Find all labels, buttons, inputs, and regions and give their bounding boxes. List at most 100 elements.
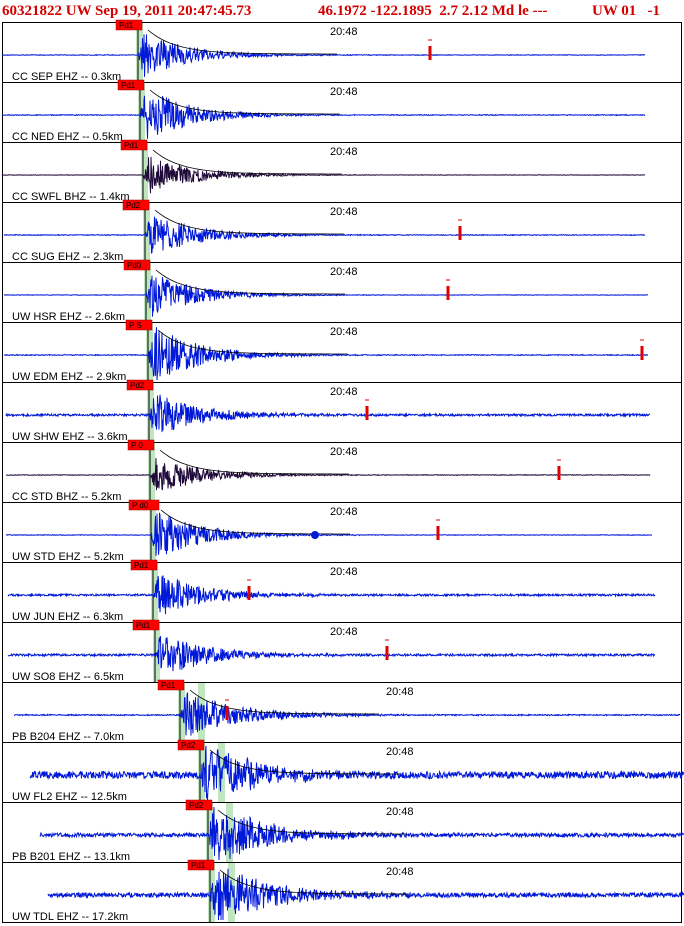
coda-decay-curve (209, 749, 399, 775)
pick-label: Pd2 (130, 381, 145, 390)
coda-end-marker (225, 706, 229, 720)
pick-label-box (126, 379, 154, 391)
pick-label-box (132, 619, 160, 631)
pick-label: Pd2 (181, 741, 196, 750)
pick-label-box (127, 439, 155, 451)
pick-label: Pd1 (124, 141, 139, 150)
pick-label-box (120, 139, 148, 151)
trace-dot (311, 531, 319, 539)
time-label: 20:48 (330, 326, 358, 338)
time-label: 20:48 (330, 566, 358, 578)
time-label: 20:48 (386, 686, 414, 698)
pick-label-box (128, 499, 160, 511)
coda-end-marker (458, 226, 462, 240)
pick-window-shade (141, 143, 148, 202)
waveform-trace (47, 868, 684, 921)
coda-end-marker (428, 46, 432, 60)
pick-window-shade (148, 443, 155, 502)
coda-end-marker (365, 406, 369, 420)
pick-label-box (123, 259, 151, 271)
waveform-trace (1, 34, 646, 77)
waveform-trace (29, 745, 684, 801)
station-label: UW TDL EHZ -- 17.2km (12, 911, 128, 923)
time-label: 20:48 (330, 86, 358, 98)
pick-label: Pd0 (127, 261, 142, 270)
pick-label: Pd2 (189, 801, 204, 810)
time-label: 20:48 (330, 26, 358, 38)
coda-decay-curve (217, 809, 407, 835)
station-label: UW EDM EHZ -- 2.9km (12, 371, 126, 383)
waveform-trace (13, 692, 681, 736)
pick-window-shade (206, 803, 213, 862)
pick-label: P S (129, 321, 142, 330)
coda-decay-curve (159, 449, 349, 475)
coda-end-marker (640, 346, 644, 360)
coda-end-marker (247, 586, 251, 600)
coda-decay-curve (147, 29, 337, 55)
waveform-trace (1, 156, 646, 194)
station-label: PB B201 EHZ -- 13.1km (12, 851, 130, 863)
pick-label-box (157, 679, 185, 691)
station-label: CC SWFL BHZ -- 1.4km (12, 191, 130, 203)
coda-end-marker (446, 286, 450, 300)
pick-label: Pd1 (121, 81, 136, 90)
pick-label: Pd2 (126, 201, 141, 210)
coda-decay-curve (155, 269, 345, 295)
time-label: 20:48 (330, 386, 358, 398)
waveform-trace (7, 636, 655, 672)
pick-window-shade (149, 503, 156, 562)
pick-label-box (125, 319, 153, 331)
coda-end-marker (385, 646, 389, 660)
station-label: UW SO8 EHZ -- 6.5km (12, 671, 124, 683)
pick-label-box (187, 859, 215, 871)
time-label: 20:48 (386, 866, 414, 878)
pick-window-shade (228, 863, 235, 922)
station-label: UW HSR EHZ -- 2.6km (12, 311, 125, 323)
coda-end-marker (436, 526, 440, 540)
pick-window-shade (151, 563, 158, 622)
coda-decay-curve (154, 209, 344, 235)
station-label: UW SHW EHZ -- 3.6km (12, 431, 128, 443)
time-label: 20:48 (330, 266, 358, 278)
event-network: UW 01 -1 (592, 3, 661, 19)
pick-label: Pd1 (134, 561, 149, 570)
station-label: UW STD EHZ -- 5.2km (12, 551, 124, 563)
waveform-trace (1, 95, 646, 139)
station-label: CC STD BHZ -- 5.2km (12, 491, 121, 503)
waveform-trace (39, 806, 684, 861)
station-label: UW FL2 EHZ -- 12.5km (12, 791, 127, 803)
time-label: 20:48 (330, 206, 358, 218)
time-label: 20:48 (386, 746, 414, 758)
waveform-trace (3, 327, 649, 381)
pick-label: P d0 (132, 501, 149, 510)
time-label: 20:48 (386, 806, 414, 818)
time-label: 20:48 (330, 146, 358, 158)
pick-window-shade (144, 263, 151, 322)
pick-label-box (185, 799, 213, 811)
pick-label-box (122, 199, 150, 211)
time-label: 20:48 (330, 446, 358, 458)
pick-label: Pd1 (119, 21, 134, 30)
pick-label: Pd1 (191, 861, 206, 870)
station-label: PB B204 EHZ -- 7.0km (12, 731, 124, 743)
pick-label: P 0 (131, 441, 143, 450)
pick-label: Pd1 (161, 681, 176, 690)
pick-label-box (117, 79, 145, 91)
waveform-trace (5, 458, 651, 491)
station-label: CC NED EHZ -- 0.5km (12, 131, 123, 143)
waveform-trace (7, 575, 656, 615)
pick-window-shade (136, 23, 143, 82)
station-label: CC SEP EHZ -- 0.3km (12, 71, 121, 83)
pick-label-box (115, 19, 143, 31)
trace-frame (2, 862, 682, 923)
coda-decay-curve (157, 329, 347, 355)
station-label: UW JUN EHZ -- 6.3km (12, 611, 123, 623)
pick-label-box (130, 559, 158, 571)
time-label: 20:48 (330, 626, 358, 638)
coda-decay-curve (160, 509, 350, 535)
event-location-magnitude: 46.1972 -122.1895 2.7 2.12 Md le --- (318, 3, 548, 19)
coda-decay-curve (219, 869, 409, 895)
coda-end-marker (557, 466, 561, 480)
coda-decay-curve (189, 689, 379, 715)
